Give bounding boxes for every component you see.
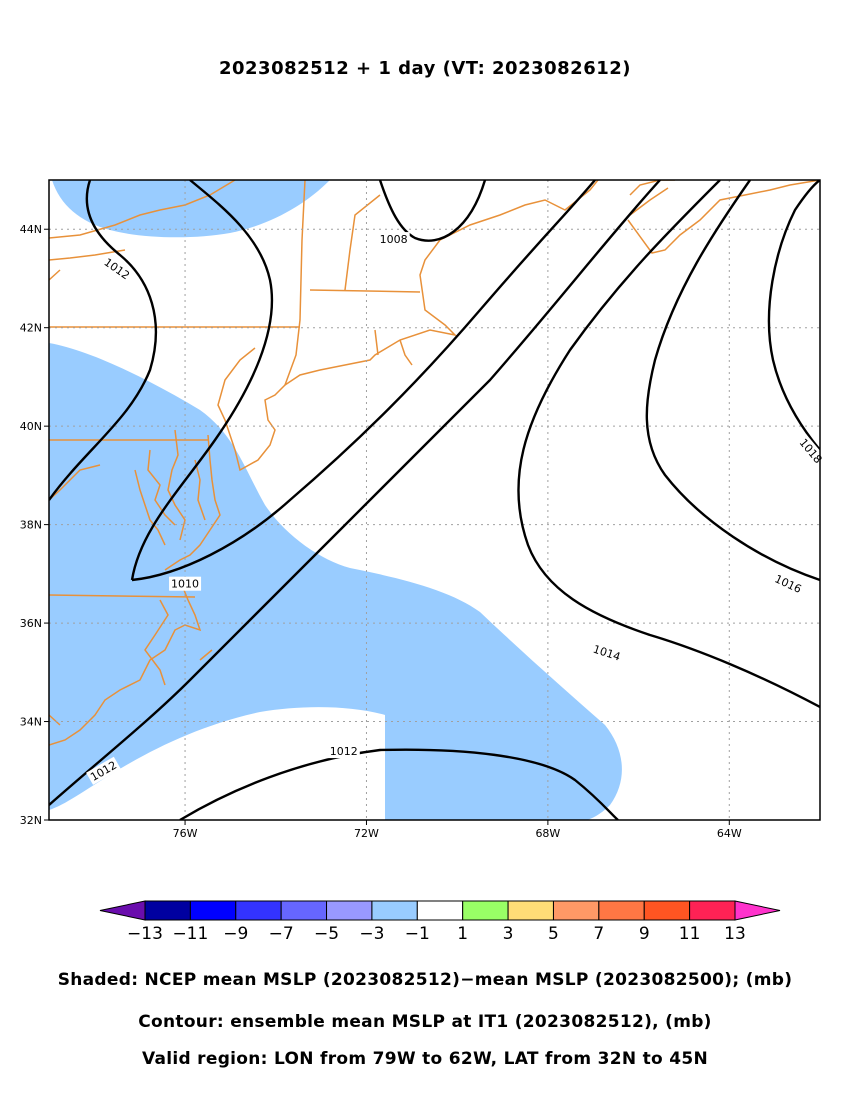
coast-maine-east [627,180,820,254]
colorbar-label: −7 [269,924,294,944]
shaded-region-south [49,343,622,820]
colorbar-swatch [507,900,554,921]
lat-tick-label: 42N [20,322,42,335]
lat-tick-label: 40N [20,420,42,433]
coast-virginia [49,579,213,746]
colorbar-label: 7 [593,924,604,944]
colorbar-label: −13 [127,924,163,944]
lat-tick-label: 36N [20,617,42,630]
colorbar-label: 1 [457,924,468,944]
colorbar-swatch [189,900,237,921]
colorbar-label: −11 [172,924,208,944]
colorbar-swatch [416,900,464,921]
contour-label-bg [795,434,827,468]
colorbar-label: 9 [639,924,650,944]
colorbar-low-arrow [99,900,146,921]
colorbar-swatch [643,900,691,921]
contour-label-group: 1016 [770,570,806,597]
lon-tick-label: 68W [535,827,560,840]
contour-label-group: 1014 [589,641,625,665]
coast-new-jersey [217,347,286,472]
coast-maine-inner [629,187,669,216]
shaded-region-northwest [52,180,330,238]
contour-1010-west [49,180,158,501]
contour-label: 1008 [380,233,408,246]
lat-tick-label: 44N [20,223,42,236]
contour-1012-south [179,748,619,820]
caption-shaded: Shaded: NCEP mean MSLP (2023082512)−mean… [57,970,793,990]
contour-1012-main [49,180,661,806]
colorbar-swatch [326,900,373,921]
colorbar-swatch [371,900,418,921]
axis-ticks: 76W 72W 68W 64W 32N 34N 36N 38N 40N 42N 44N [20,223,742,840]
caption-contour: Contour: ensemble mean MSLP at IT1 (2023… [138,1012,712,1032]
border-state-lines [49,194,421,598]
colorbar-label: 3 [503,924,514,944]
coast-chesapeake [134,429,221,571]
contour-label: 1014 [591,643,622,664]
lat-tick-label: 32N [20,814,42,827]
colorbar-swatch [689,900,736,921]
anomaly-shading [49,180,622,820]
contour-label-group: 1012 [99,253,135,284]
contour-1008 [378,180,487,242]
colorbar-high-arrow [734,900,781,921]
border-west [49,249,126,726]
contour-label: 1010 [171,578,199,591]
colorbar-label: 13 [724,924,746,944]
lon-tick-label: 72W [354,827,379,840]
colorbar-label: 11 [679,924,701,944]
colorbar-label: −9 [223,924,248,944]
caption-region: Valid region: LON from 79W to 62W, LAT f… [141,1049,709,1069]
contour-label-bg [589,641,625,665]
contour-label: 1012 [330,745,358,758]
contour-label-bg [377,232,410,247]
contour-label-bg [327,744,360,759]
colorbar-swatch [462,900,509,921]
contour-1010-inner [130,180,274,581]
border-canada [49,180,236,239]
colorbar-swatch [598,900,645,921]
mslp-contours [49,180,820,820]
colorbar-swatch [144,900,191,921]
gridlines [49,180,820,820]
colorbar-label: 5 [548,924,559,944]
contour-label-group: 1010 [169,576,202,591]
coastlines [49,180,820,746]
contour-label-bg [86,756,121,785]
contour-label-group: 1012 [327,744,360,759]
colorbar-label: −3 [359,924,384,944]
colorbar-swatch [235,900,282,921]
plot-title: 2023082512 + 1 day (VT: 2023082612) [218,58,631,79]
colorbar-label: −1 [405,924,430,944]
colorbar-label: −5 [314,924,339,944]
contour-1018 [767,180,820,451]
map-frame [48,179,821,821]
contour-label-bg [169,576,202,591]
lat-tick-label: 34N [20,716,42,729]
colorbar: −13 −11 −9 −7 −5 −3 −1 1 3 5 7 9 11 13 [99,900,781,944]
contour-1010-east [131,180,596,582]
contour-1014 [517,180,820,709]
lon-tick-label: 76W [173,827,198,840]
contour-1016 [645,180,820,582]
lat-tick-label: 38N [20,519,42,532]
contour-label-group: 1008 [377,232,410,247]
colorbar-swatch [280,900,328,921]
contour-label-bg [770,570,806,597]
contour-label-bg [99,253,135,284]
colorbar-swatch [552,900,600,921]
lon-tick-label: 64W [717,827,742,840]
